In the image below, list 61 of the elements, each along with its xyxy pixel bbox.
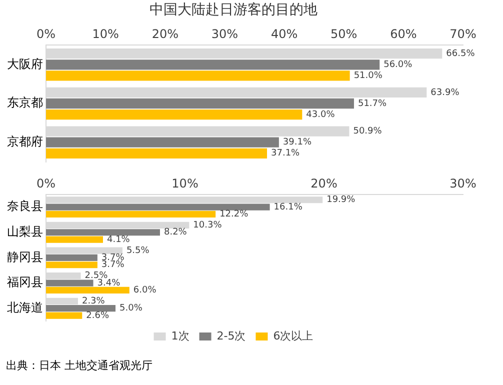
x-tick-label: 30% [211,27,238,42]
x-tick-label: 0% [36,27,56,42]
y-tick-label: 大阪府 [7,56,43,71]
data-label: 10.3% [193,220,222,231]
legend-label: 1次 [171,329,190,342]
data-label: 63.9% [430,88,460,98]
data-label: 5.5% [126,246,150,256]
data-label: 51.7% [358,98,388,109]
bar [46,262,98,268]
bar [46,236,103,243]
data-label: 6.0% [133,286,157,296]
bar [46,229,160,236]
x-tick-label: 0% [36,176,56,190]
bar [46,204,270,210]
data-label: 16.1% [274,202,303,212]
x-tick-label: 40% [270,27,298,42]
bar [46,148,268,158]
x-tick-label: 20% [152,27,178,42]
chart-title: 中国大陆赴日游客的目的地 [150,2,318,18]
y-tick-label: 奈良县 [7,199,43,214]
bar [46,98,354,109]
bar [46,280,94,286]
y-tick-label: 北海道 [7,300,43,314]
data-label: 2.6% [86,310,110,321]
x-tick-label: 10% [92,27,119,42]
bar [46,312,82,319]
legend-label: 6次以上 [273,329,314,342]
data-label: 4.1% [106,234,130,245]
data-label: 50.9% [353,126,382,137]
data-label: 51.0% [354,70,383,81]
data-label: 43.0% [306,110,336,120]
legend-label: 2-5次 [216,329,246,342]
x-tick-label: 20% [310,176,338,190]
y-tick-label: 京都府 [7,134,43,148]
bar [46,109,302,120]
x-tick-label: 50% [330,27,358,42]
y-tick-label: 山梨县 [7,224,43,239]
data-label: 66.5% [446,48,476,59]
data-label: 56.0% [384,60,413,70]
y-tick-label: 东京都 [7,96,43,110]
y-tick-label: 福冈县 [7,275,43,290]
bar [46,137,279,148]
x-tick-label: 30% [450,176,476,190]
bar [46,286,130,294]
data-label: 39.1% [282,138,312,148]
bar [46,305,116,312]
data-label: 37.1% [271,148,300,159]
source-note: 出典：日本 土地交通省观光厅 [5,358,154,373]
data-label: 12.2% [220,210,249,220]
bar [46,254,98,261]
bar [46,60,380,70]
x-tick-label: 70% [450,27,476,42]
data-label: 5.0% [120,304,143,314]
x-tick-label: 10% [172,176,198,190]
bar [46,210,216,218]
x-tick-label: 60% [390,27,417,42]
bar [46,70,350,81]
data-label: 2.3% [82,296,106,307]
data-label: 8.2% [164,228,188,238]
data-label: 19.9% [326,195,356,206]
y-tick-label: 静冈县 [7,250,43,264]
